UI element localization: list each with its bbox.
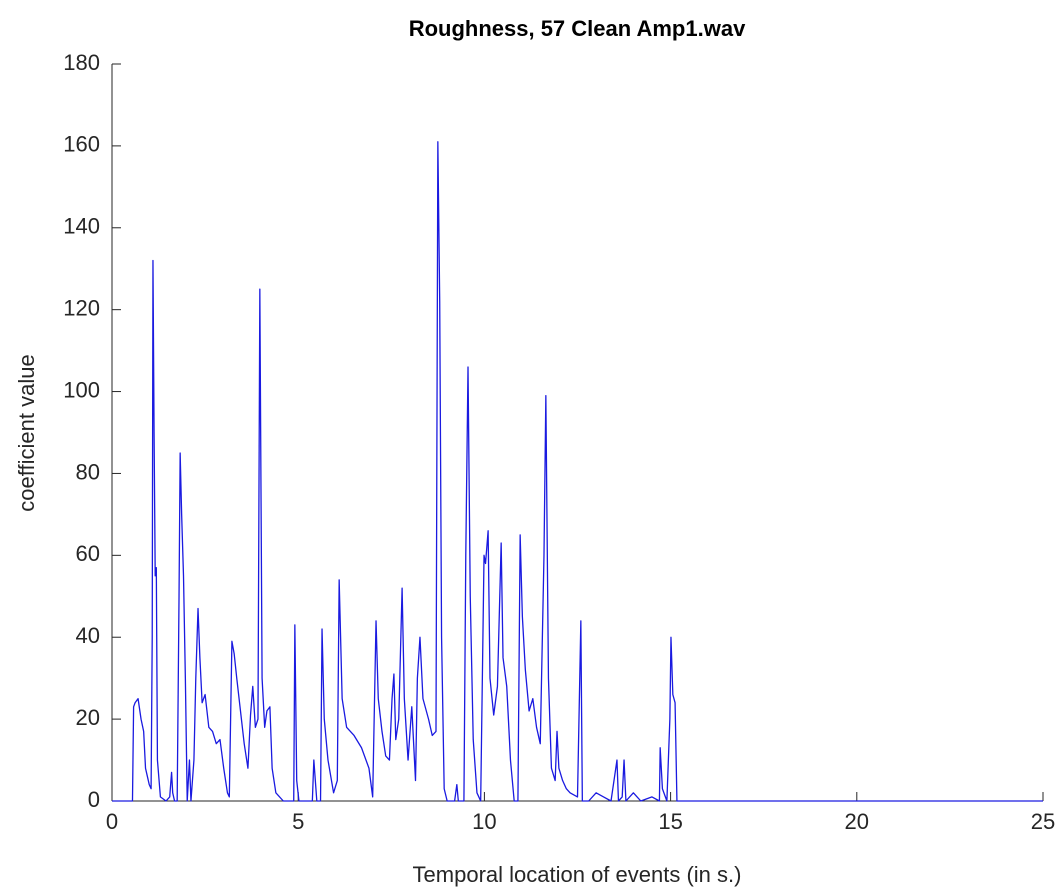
- y-axis-label: coefficient value: [14, 354, 39, 511]
- y-tick-label: 80: [76, 459, 100, 484]
- y-tick-label: 180: [63, 50, 100, 75]
- chart-title: Roughness, 57 Clean Amp1.wav: [409, 16, 746, 41]
- x-tick-label: 10: [472, 809, 496, 834]
- y-tick-label: 0: [88, 787, 100, 812]
- data-line: [112, 141, 1043, 802]
- y-tick-label: 160: [63, 132, 100, 157]
- y-tick-label: 140: [63, 214, 100, 239]
- x-tick-label: 0: [106, 809, 118, 834]
- y-tick-label: 60: [76, 541, 100, 566]
- y-tick-label: 100: [63, 377, 100, 402]
- x-tick-label: 25: [1031, 809, 1055, 834]
- x-axis-label: Temporal location of events (in s.): [413, 862, 742, 887]
- x-tick-label: 5: [292, 809, 304, 834]
- x-tick-label: 20: [845, 809, 869, 834]
- y-tick-label: 20: [76, 705, 100, 730]
- y-tick-label: 120: [63, 295, 100, 320]
- y-tick-label: 40: [76, 623, 100, 648]
- x-tick-label: 15: [658, 809, 682, 834]
